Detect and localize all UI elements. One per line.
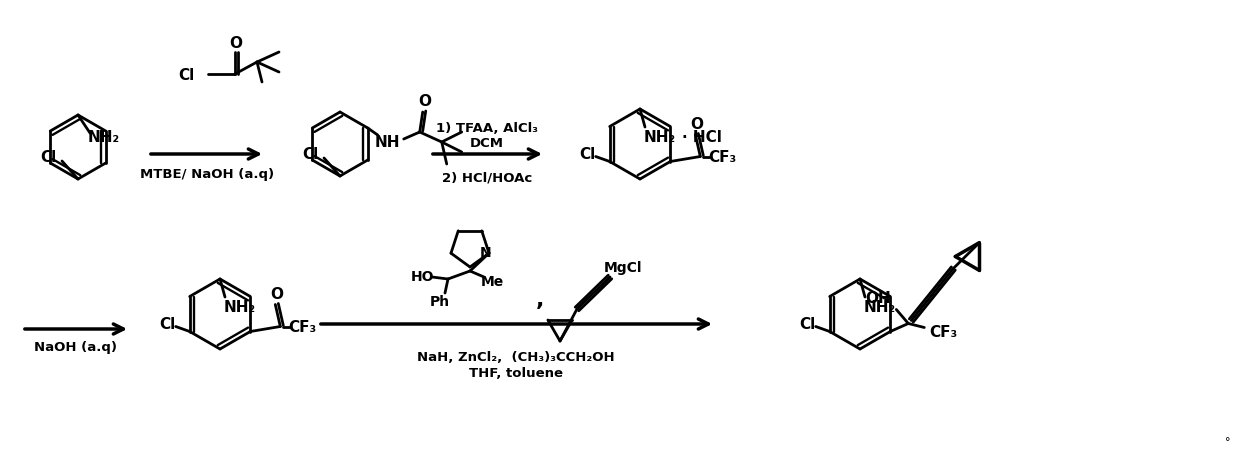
- Text: NaH, ZnCl₂,  (CH₃)₃CCH₂OH: NaH, ZnCl₂, (CH₃)₃CCH₂OH: [417, 351, 615, 364]
- Text: 1) TFAA, AlCl₃: 1) TFAA, AlCl₃: [436, 121, 538, 134]
- Text: NH: NH: [374, 135, 401, 150]
- Text: MgCl: MgCl: [604, 260, 642, 274]
- Text: OH: OH: [866, 290, 892, 305]
- Text: Cl: Cl: [579, 147, 595, 161]
- Text: CF₃: CF₃: [708, 150, 737, 165]
- Text: Me: Me: [480, 274, 503, 288]
- Text: THF, toluene: THF, toluene: [469, 367, 563, 380]
- Text: CF₃: CF₃: [929, 324, 957, 339]
- Text: O: O: [418, 93, 432, 108]
- Text: O: O: [229, 36, 243, 51]
- Text: NH₂: NH₂: [224, 300, 257, 315]
- Text: ,: ,: [536, 290, 544, 309]
- Text: Cl: Cl: [160, 316, 176, 331]
- Text: °: °: [1225, 436, 1231, 446]
- Text: 2) HCl/HOAc: 2) HCl/HOAc: [441, 171, 532, 184]
- Text: Cl: Cl: [800, 316, 816, 331]
- Text: · HCl: · HCl: [682, 130, 722, 145]
- Text: Cl: Cl: [301, 147, 319, 162]
- Text: Cl: Cl: [40, 150, 56, 165]
- Text: HO: HO: [410, 269, 434, 283]
- Text: CF₃: CF₃: [288, 319, 316, 334]
- Text: NH₂: NH₂: [864, 300, 897, 315]
- Text: Cl: Cl: [177, 67, 195, 83]
- Text: NaOH (a.q): NaOH (a.q): [35, 341, 118, 354]
- Text: NH₂: NH₂: [88, 130, 120, 145]
- Text: Ph: Ph: [430, 295, 450, 308]
- Text: MTBE/ NaOH (a.q): MTBE/ NaOH (a.q): [140, 168, 274, 181]
- Text: NH₂: NH₂: [644, 130, 676, 145]
- Text: DCM: DCM: [470, 137, 503, 150]
- Text: O: O: [689, 117, 703, 132]
- Text: O: O: [270, 286, 283, 301]
- Text: N: N: [480, 245, 491, 259]
